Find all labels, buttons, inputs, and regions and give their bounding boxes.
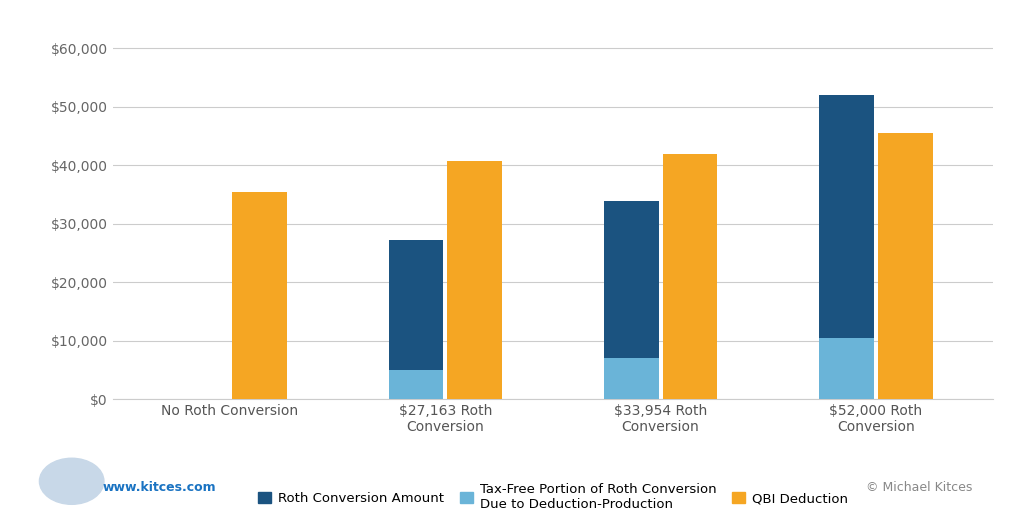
Text: www.kitces.com: www.kitces.com bbox=[102, 481, 216, 494]
Bar bbox=[604, 358, 658, 399]
Legend: Roth Conversion Amount, Tax-Free Portion of Roth Conversion
Due to Deduction-Pro: Roth Conversion Amount, Tax-Free Portion… bbox=[253, 478, 853, 512]
Circle shape bbox=[39, 458, 104, 504]
Bar bbox=[388, 241, 443, 399]
Bar bbox=[819, 338, 873, 399]
Bar bbox=[447, 161, 502, 399]
Bar bbox=[878, 133, 933, 399]
Bar bbox=[604, 201, 658, 399]
Text: © Michael Kitces: © Michael Kitces bbox=[866, 481, 973, 494]
Bar bbox=[819, 95, 873, 399]
Bar bbox=[232, 191, 287, 399]
Bar bbox=[663, 154, 718, 399]
Bar bbox=[388, 370, 443, 399]
